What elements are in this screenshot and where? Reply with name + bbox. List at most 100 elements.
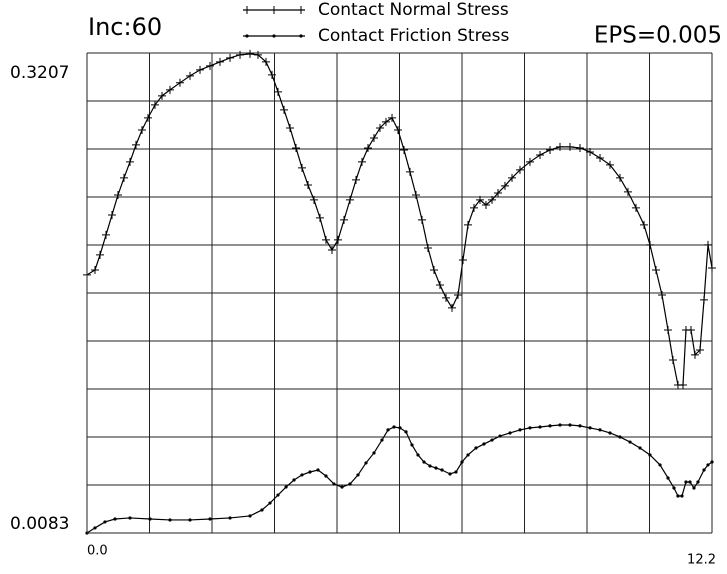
data-point — [692, 486, 696, 490]
data-point — [369, 133, 378, 142]
data-point — [638, 446, 642, 450]
data-point — [404, 430, 408, 434]
data-point — [168, 518, 172, 522]
data-point — [708, 263, 716, 272]
data-point — [435, 281, 444, 290]
data-point — [298, 163, 307, 172]
legend-label: Contact Normal Stress — [318, 0, 509, 20]
data-point — [500, 181, 509, 190]
data-point — [352, 175, 361, 184]
data-point — [381, 117, 390, 126]
data-point — [392, 425, 396, 429]
data-point — [488, 195, 497, 204]
data-point — [515, 165, 524, 174]
data-point — [131, 140, 140, 149]
data-point — [96, 250, 105, 259]
legend-marker — [299, 34, 303, 38]
data-point — [666, 476, 670, 480]
data-point — [416, 453, 420, 457]
data-point — [292, 143, 301, 152]
data-point — [680, 494, 684, 498]
legend-marker — [272, 34, 276, 38]
data-point — [596, 153, 605, 162]
data-point — [358, 157, 366, 166]
data-point — [568, 423, 572, 427]
data-point — [340, 215, 349, 224]
data-point — [434, 466, 438, 470]
data-point — [332, 482, 336, 486]
data-point — [196, 65, 205, 74]
data-point — [525, 157, 534, 166]
data-point — [702, 468, 706, 472]
data-point — [144, 113, 153, 122]
data-point — [481, 200, 490, 209]
annotation: EPS=0.005 — [594, 23, 722, 49]
data-point — [628, 440, 632, 444]
data-point — [138, 125, 147, 134]
data-point — [429, 265, 438, 274]
data-point — [417, 215, 426, 224]
data-point — [324, 474, 328, 478]
plot-grid — [87, 53, 712, 533]
data-point — [663, 326, 672, 335]
legend-label: Contact Friction Stress — [318, 26, 510, 46]
data-point — [422, 460, 426, 464]
data-point — [686, 326, 695, 335]
data-point — [206, 61, 215, 70]
data-point — [113, 517, 117, 521]
data-point — [90, 265, 99, 274]
data-point — [119, 173, 128, 182]
data-point — [321, 235, 330, 244]
data-point — [615, 173, 624, 182]
data-point — [631, 203, 640, 212]
data-point — [236, 50, 245, 59]
data-point — [494, 188, 503, 197]
data-point — [380, 438, 384, 442]
data-point — [327, 245, 336, 254]
data-point — [394, 125, 403, 134]
data-point — [267, 70, 276, 79]
data-point — [423, 243, 432, 252]
data-point — [706, 463, 710, 467]
data-point — [128, 516, 132, 520]
data-point — [175, 78, 184, 87]
data-point — [186, 71, 195, 80]
data-point — [658, 290, 666, 299]
data-point — [454, 470, 458, 474]
data-point — [315, 213, 324, 222]
data-point — [623, 187, 632, 196]
data-point — [93, 526, 97, 530]
y-tick-label: 0.3207 — [10, 63, 69, 83]
data-point — [463, 220, 472, 229]
data-point — [300, 473, 304, 477]
data-point — [440, 468, 444, 472]
data-point — [292, 478, 296, 482]
data-point — [268, 501, 272, 505]
data-point — [588, 426, 592, 430]
data-point — [346, 195, 355, 204]
data-point — [400, 145, 409, 154]
data-point — [284, 485, 288, 489]
data-point — [108, 210, 116, 219]
data-point — [158, 91, 166, 100]
data-point — [710, 460, 714, 464]
legend-marker — [245, 34, 249, 38]
data-point — [388, 113, 397, 122]
data-point — [548, 424, 552, 428]
data-point — [102, 230, 111, 239]
data-point — [410, 443, 414, 447]
data-point — [640, 220, 649, 229]
y-tick-label: 0.0083 — [10, 514, 69, 534]
chart-title: Inc:60 — [88, 13, 162, 41]
data-point — [364, 461, 368, 465]
data-point — [518, 428, 522, 432]
data-point — [498, 434, 502, 438]
data-point — [276, 493, 280, 497]
data-point — [308, 470, 312, 474]
data-point — [690, 350, 699, 359]
data-point — [528, 426, 532, 430]
data-point — [578, 424, 582, 428]
data-point — [448, 472, 452, 476]
data-point — [672, 486, 676, 490]
x-tick-label: 12.2 — [687, 553, 716, 568]
